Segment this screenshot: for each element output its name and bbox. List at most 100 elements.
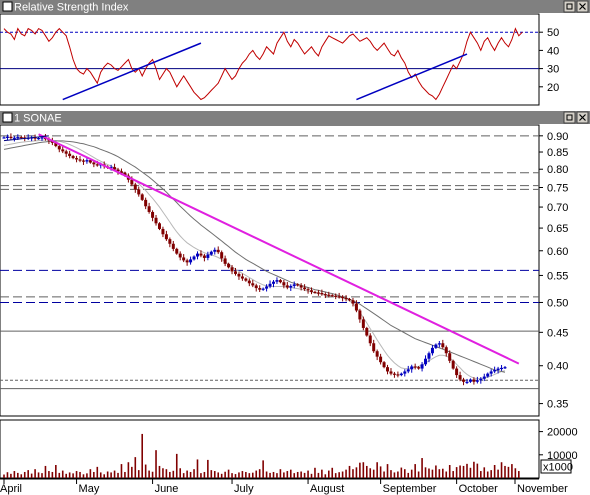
price-bar (396, 374, 400, 376)
price-tick-label: 0.35 (547, 399, 568, 411)
price-bar (275, 280, 279, 282)
price-panel-checkbox[interactable] (2, 112, 13, 123)
price-panel: 1 SONAE 0.35 0.40 0.45 0.50 0.55 0.60 0.65 0.70… (0, 111, 590, 417)
price-bar (465, 381, 469, 383)
price-bar (258, 288, 262, 290)
x-tick-label: April (0, 483, 22, 495)
price-bar (261, 288, 265, 290)
price-bar (479, 378, 483, 381)
rsi-panel: Relative Strength Index 20 30 40 50 (0, 0, 590, 106)
price-bar (154, 217, 158, 224)
price-bar (292, 284, 296, 286)
price-bar (54, 142, 58, 147)
price-bar (358, 310, 362, 320)
price-bar (247, 280, 251, 284)
price-trendline (38, 133, 520, 365)
price-bar (171, 243, 175, 249)
price-bar (137, 189, 141, 195)
price-window-buttons (563, 111, 589, 124)
price-bar (330, 295, 334, 297)
price-bar (119, 171, 123, 173)
price-bar (458, 375, 462, 380)
price-bar (16, 137, 20, 139)
rsi-restore-button[interactable] (563, 0, 576, 13)
price-bar (95, 164, 99, 166)
price-bar (475, 380, 479, 382)
price-bar (375, 351, 379, 357)
price-bar (9, 136, 13, 139)
volume-plot-area (0, 419, 540, 479)
price-bar (19, 137, 23, 139)
price-bar (199, 253, 203, 256)
price-tick-label: 0.65 (547, 223, 568, 235)
price-tick-label: 0.90 (547, 131, 568, 143)
price-tick-label: 0.55 (547, 270, 568, 282)
volume-tick-label: 10000 (547, 450, 578, 462)
x-tick-label: August (310, 483, 344, 495)
price-trendlines (3, 133, 520, 365)
price-bar (437, 343, 441, 345)
price-bar (61, 149, 65, 152)
price-bar (389, 371, 393, 374)
price-bar (413, 366, 417, 368)
price-tick-label: 0.60 (547, 246, 568, 258)
volume-multiplier-box (540, 459, 572, 474)
price-bar (92, 162, 96, 165)
price-bar (434, 344, 438, 348)
price-bar (40, 137, 44, 139)
price-bar (455, 368, 459, 376)
price-bar (37, 138, 41, 140)
x-tick-label: July (234, 483, 254, 495)
price-bar (185, 260, 189, 263)
price-bar (486, 373, 490, 377)
rsi-trendline (62, 42, 202, 101)
price-bar (430, 347, 434, 354)
price-bar (237, 273, 241, 277)
price-bar (68, 153, 72, 157)
price-bar (303, 287, 307, 290)
price-bar (113, 167, 117, 170)
restore-icon (566, 3, 573, 10)
price-bar (323, 294, 327, 296)
price-bar (85, 160, 89, 162)
price-bar (372, 343, 376, 352)
close-icon (579, 114, 586, 121)
price-bar (88, 160, 92, 163)
rsi-title-bar (0, 0, 590, 13)
price-bar (12, 137, 16, 139)
rsi-title: Relative Strength Index (14, 2, 129, 14)
price-bar (268, 283, 272, 287)
price-bar (482, 376, 486, 379)
price-bar (168, 239, 172, 244)
price-bar (57, 146, 61, 150)
restore-icon (566, 114, 573, 121)
price-bar (223, 258, 227, 264)
price-bar (209, 251, 213, 255)
price-bar (334, 295, 338, 297)
price-bar (5, 136, 9, 138)
rsi-tick-label: 20 (547, 82, 559, 94)
price-bar (33, 137, 37, 139)
price-bar (240, 276, 244, 279)
price-bar (202, 255, 206, 258)
price-trendline (3, 135, 49, 142)
price-bar (386, 367, 390, 372)
price-bar (296, 284, 300, 286)
price-bar (71, 156, 75, 159)
price-bar (441, 343, 445, 348)
price-bar (496, 368, 500, 371)
price-bar (392, 373, 396, 375)
price-bar (157, 223, 161, 229)
price-bar (140, 194, 144, 200)
rsi-series-line (3, 27, 523, 101)
rsi-panel-checkbox[interactable] (2, 1, 13, 12)
price-restore-button[interactable] (563, 111, 576, 124)
price-bar (164, 234, 168, 240)
price-bar (503, 367, 507, 369)
rsi-tick-label: 40 (547, 45, 559, 57)
price-bar (182, 257, 186, 261)
price-bar (230, 267, 234, 272)
price-bar (310, 290, 314, 292)
price-bar (444, 347, 448, 354)
price-bar (216, 249, 220, 253)
